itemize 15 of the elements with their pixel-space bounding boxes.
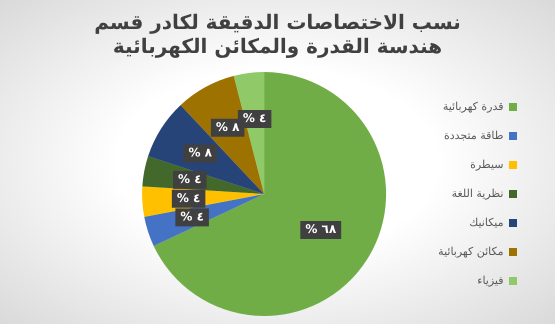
data-label: % ٤ [176, 190, 200, 205]
legend-label: قدرة كهربائية [442, 100, 504, 113]
data-label: % ٤ [242, 111, 266, 126]
data-label: % ٦٨ [305, 222, 337, 236]
data-label: % ٨ [188, 146, 213, 160]
legend-label: فيزياء [477, 274, 504, 287]
data-label: % ٤ [180, 210, 204, 224]
data-label: % ٤ [178, 172, 202, 186]
legend-label: سيطرة [470, 158, 504, 171]
legend-label: مكائن كهربائية [438, 244, 504, 258]
data-label: % ٨ [216, 120, 240, 134]
legend-label: ميكانيك [469, 216, 504, 229]
chart-title: نسب الاختصاصات الدقيقة لكادر قسم هندسة القدرة والمكائن الكهربائية [93, 10, 462, 58]
legend-label: طاقة متجددة [444, 128, 504, 142]
legend-label: نظرية اللغة [452, 186, 504, 200]
